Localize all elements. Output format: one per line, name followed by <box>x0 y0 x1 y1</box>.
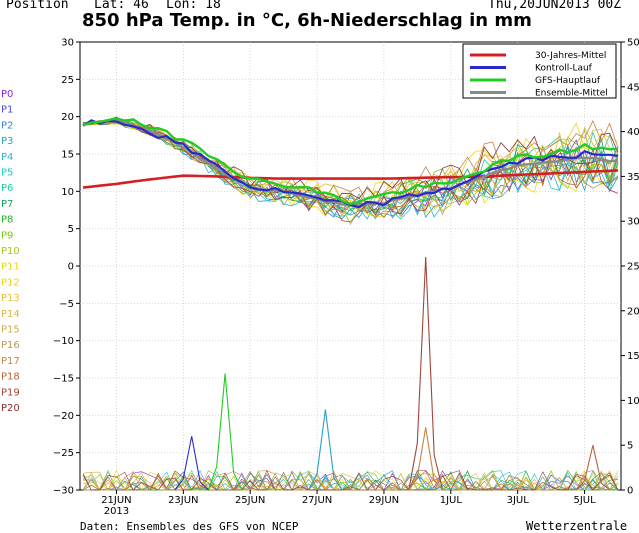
lat-label: Lat: 46 <box>94 0 149 12</box>
member-label-p8: P8 <box>1 215 13 226</box>
tick-label-right: 0 <box>627 486 633 497</box>
member-line-p19 <box>82 120 619 223</box>
member-precip-p18 <box>82 470 619 491</box>
tick-label-left: −10 <box>53 336 74 347</box>
tick-label-right: 25 <box>627 262 639 273</box>
tick-label-x: 29JUN <box>369 495 399 506</box>
member-label-p3: P3 <box>1 136 13 147</box>
member-label-p9: P9 <box>1 230 13 241</box>
precip-peak <box>408 427 444 491</box>
member-labels: P0 P1 P2 P3 P4 P5 P6 P7 P8 P9 P10 P11 P12 P13 P14 P15 P1… <box>1 89 20 414</box>
precip-lines <box>82 256 619 491</box>
tick-label-left: 5 <box>68 224 74 235</box>
tick-label-left: 25 <box>61 75 74 86</box>
position-label: Position <box>6 0 69 12</box>
precip-peak <box>308 409 343 491</box>
member-label-p5: P5 <box>1 168 13 179</box>
member-label-p14: P14 <box>1 309 20 320</box>
tick-label-x: 21JUN <box>101 495 131 506</box>
footer-source: Daten: Ensembles des GFS von NCEP <box>80 520 299 533</box>
tick-label-x: 23JUN <box>168 495 198 506</box>
legend-label: Ensemble-Mittel <box>535 89 608 99</box>
main-series <box>82 117 619 209</box>
member-label-p0: P0 <box>1 89 13 100</box>
tick-label-x: 27JUN <box>302 495 332 506</box>
tick-label-left: 0 <box>68 262 74 273</box>
tick-label-left: −25 <box>53 448 74 459</box>
footer-brand: Wetterzentrale <box>526 519 628 533</box>
member-label-p15: P15 <box>1 325 20 336</box>
legend-label: GFS-Hauptlauf <box>535 76 601 86</box>
member-precip-p20 <box>82 470 619 491</box>
tick-label-left: −30 <box>53 486 74 497</box>
legend-label: Kontroll-Lauf <box>535 64 593 74</box>
precip-peak <box>408 256 444 491</box>
tick-label-left: 15 <box>61 150 74 161</box>
legend: 30-Jahres-Mittel Kontroll-Lauf GFS-Hauptla… <box>462 43 617 99</box>
tick-label-x: 5JUL <box>573 495 596 506</box>
tick-label-right: 10 <box>627 396 639 407</box>
precip-peak <box>207 373 243 491</box>
precip-peak <box>174 436 209 491</box>
member-label-p7: P7 <box>1 199 13 210</box>
member-label-p13: P13 <box>1 293 20 304</box>
member-line-p12 <box>83 121 619 208</box>
member-label-p16: P16 <box>1 340 20 351</box>
tick-label-left: 10 <box>61 187 74 198</box>
legend-box <box>462 43 617 99</box>
member-label-p11: P11 <box>1 262 20 273</box>
lon-label: Lon: 18 <box>166 0 221 12</box>
tick-label-year: 2013 <box>104 506 129 517</box>
series-line-30-jahres-mittel <box>82 169 619 189</box>
tick-label-left: −15 <box>53 374 74 385</box>
tick-label-left: 20 <box>61 112 74 123</box>
tick-label-right: 50 <box>627 38 639 49</box>
tick-label-x: 25JUN <box>235 495 265 506</box>
member-label-p20: P20 <box>1 403 20 414</box>
precip-peak <box>575 445 611 491</box>
member-label-p17: P17 <box>1 356 20 367</box>
member-precip-p8 <box>83 470 619 491</box>
tick-label-right: 40 <box>627 127 639 138</box>
member-label-p10: P10 <box>1 246 20 257</box>
series-line-gfs-hauptlauf <box>82 117 619 206</box>
member-line-p11 <box>82 121 619 225</box>
legend-label: 30-Jahres-Mittel <box>535 51 606 61</box>
tick-label-left: −20 <box>53 411 74 422</box>
member-label-p18: P18 <box>1 372 20 383</box>
tick-label-right: 5 <box>627 441 633 452</box>
tick-label-right: 15 <box>627 351 639 362</box>
tick-label-left: −5 <box>59 299 74 310</box>
tick-label-right: 45 <box>627 82 639 93</box>
member-label-p4: P4 <box>1 152 13 163</box>
tick-label-left: 30 <box>61 38 74 49</box>
member-label-p2: P2 <box>1 120 13 131</box>
tick-label-x: 3JUL <box>507 495 530 506</box>
member-label-p19: P19 <box>1 387 20 398</box>
member-label-p1: P1 <box>1 105 13 116</box>
run-label: Thu,20JUN2013 00Z <box>488 0 622 12</box>
member-label-p6: P6 <box>1 183 13 194</box>
chart-title: 850 hPa Temp. in °C, 6h-Niederschlag in … <box>82 10 532 31</box>
tick-label-right: 35 <box>627 172 639 183</box>
tick-label-right: 20 <box>627 306 639 317</box>
tick-label-right: 30 <box>627 217 639 228</box>
tick-label-x: 1JUL <box>440 495 463 506</box>
member-label-p12: P12 <box>1 277 20 288</box>
axes: 302520151050−5−10−15−20−25−3050454035302… <box>53 38 639 518</box>
